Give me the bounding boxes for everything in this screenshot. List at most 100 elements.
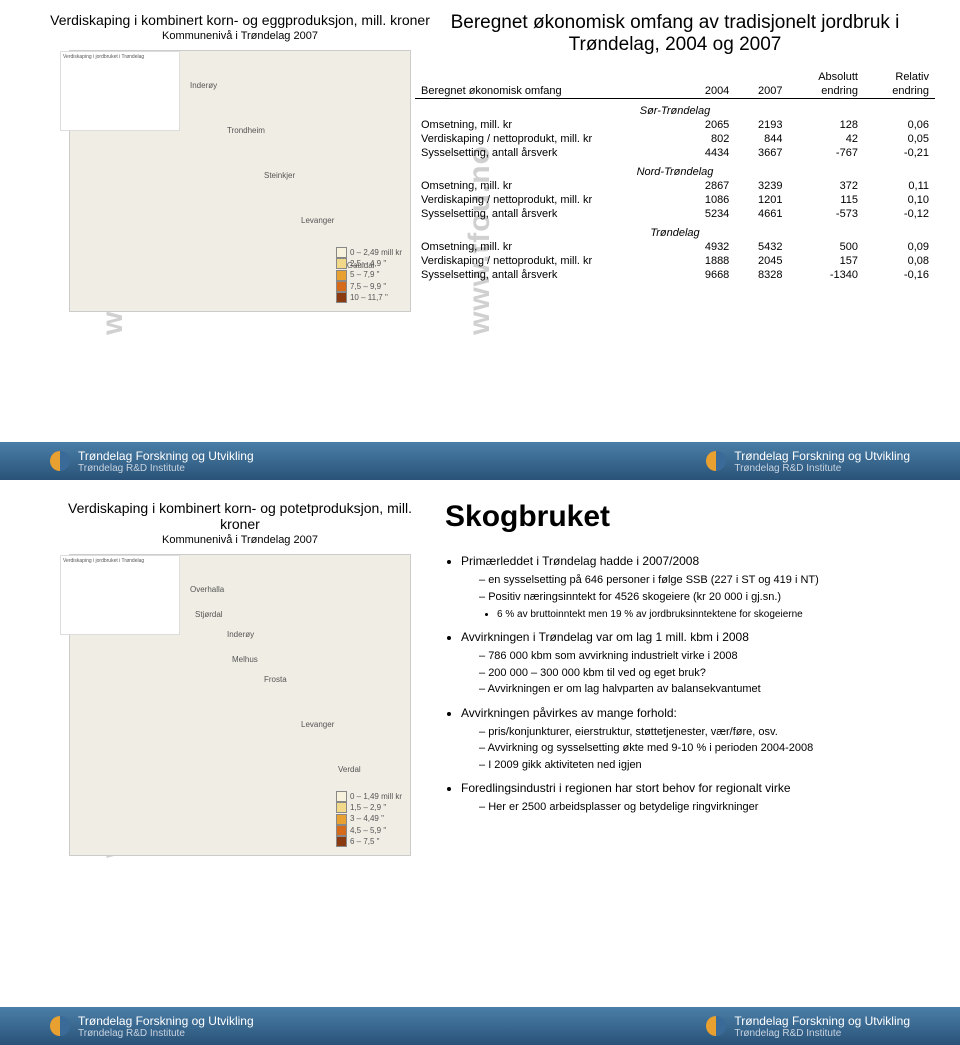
- table-cell: Omsetning, mill. kr: [415, 179, 682, 193]
- legend-item: 7,5 – 9,9 ": [336, 281, 402, 292]
- bullet-text: Foredlingsindustri i regionen har stort …: [461, 781, 791, 795]
- table-cell: 4661: [735, 207, 788, 221]
- legend-item: 10 – 11,7 ": [336, 292, 402, 303]
- table-cell: 802: [682, 132, 735, 146]
- table-row: Verdiskaping / nettoprodukt, mill. kr802…: [415, 132, 935, 146]
- table-header: Absolutt: [789, 70, 864, 84]
- legend-label: 6 – 7,5 ": [350, 836, 380, 847]
- table-cell: 115: [789, 193, 864, 207]
- map-label: Steinkjer: [264, 171, 295, 180]
- sub-bullet: 200 000 – 300 000 kbm til ved og eget br…: [479, 665, 925, 682]
- legend-label: 10 – 11,7 ": [350, 292, 388, 303]
- legend-item: 0 – 2,49 mill kr: [336, 247, 402, 258]
- table-cell: 4932: [682, 240, 735, 254]
- legend-label: 4,5 – 5,9 ": [350, 825, 386, 836]
- table-section: Trøndelag: [415, 221, 935, 240]
- table-cell: 0,11: [864, 179, 935, 193]
- bullet-text: Primærleddet i Trøndelag hadde i 2007/20…: [461, 554, 699, 568]
- sub-bullet: 786 000 kbm som avvirkning industrielt v…: [479, 648, 925, 665]
- slide2-legend: 0 – 1,49 mill kr1,5 – 2,9 "3 – 4,49 "4,5…: [336, 791, 402, 847]
- legend-label: 5 – 7,9 ": [350, 269, 380, 280]
- table-header: [735, 70, 788, 84]
- slide1-footer: Trøndelag Forskning og Utvikling Trøndel…: [0, 442, 960, 480]
- table-row: Omsetning, mill. kr286732393720,11: [415, 179, 935, 193]
- table-cell: 5432: [735, 240, 788, 254]
- legend-swatch: [336, 802, 347, 813]
- map-label: Trondheim: [227, 126, 265, 135]
- slide1-mini-chart: Verdiskaping i jordbruket i Trøndelag: [60, 51, 180, 131]
- table-cell: 0,10: [864, 193, 935, 207]
- map-label: Overhalla: [190, 585, 224, 594]
- legend-swatch: [336, 247, 347, 258]
- footer-org-r2: Trøndelag Forskning og Utvikling: [734, 1014, 910, 1028]
- legend-swatch: [336, 270, 347, 281]
- sub-bullet: Positiv næringsinntekt for 4526 skogeier…: [479, 589, 925, 606]
- table-cell: 1086: [682, 193, 735, 207]
- slide2-right-panel: Skogbruket Primærleddet i Trøndelag hadd…: [445, 500, 925, 822]
- table-cell: 4434: [682, 146, 735, 160]
- table-row: Verdiskaping / nettoprodukt, mill. kr108…: [415, 193, 935, 207]
- map-label: Frosta: [264, 675, 287, 684]
- table-cell: 2045: [735, 254, 788, 268]
- slide1-main-title: Beregnet økonomisk omfang av tradisjonel…: [415, 12, 935, 56]
- table-cell: Verdiskaping / nettoprodukt, mill. kr: [415, 254, 682, 268]
- table-cell: Verdiskaping / nettoprodukt, mill. kr: [415, 132, 682, 146]
- bullet-text: Avvirkningen i Trøndelag var om lag 1 mi…: [461, 630, 749, 644]
- footer-org-sub-r: Trøndelag R&D Institute: [734, 463, 910, 474]
- table-cell: 0,08: [864, 254, 935, 268]
- table-cell: 8328: [735, 268, 788, 282]
- map-label: Inderøy: [190, 81, 217, 90]
- bullet-item: Foredlingsindustri i regionen har stort …: [461, 779, 925, 816]
- sub-bullet: en sysselsetting på 646 personer i følge…: [479, 572, 925, 589]
- map-label: Levanger: [301, 216, 334, 225]
- logo-icon: [50, 1016, 70, 1036]
- slide2-chart-title: Verdiskaping i kombinert korn- og potetp…: [50, 500, 430, 532]
- table-cell: 0,05: [864, 132, 935, 146]
- map-label: Melhus: [232, 655, 258, 664]
- slide2-map: Verdiskaping i jordbruket i Trøndelag Ov…: [69, 554, 411, 856]
- table-cell: 0,06: [864, 118, 935, 132]
- footer-org-2: Trøndelag Forskning og Utvikling: [78, 1014, 254, 1028]
- legend-label: 0 – 1,49 mill kr: [350, 791, 402, 802]
- table-cell: Sysselsetting, antall årsverk: [415, 268, 682, 282]
- legend-swatch: [336, 825, 347, 836]
- table-row: Omsetning, mill. kr206521931280,06: [415, 118, 935, 132]
- legend-item: 1,5 – 2,9 ": [336, 802, 402, 813]
- slide1-right-panel: Beregnet økonomisk omfang av tradisjonel…: [415, 12, 935, 290]
- table-cell: 1201: [735, 193, 788, 207]
- table-header: Relativ: [864, 70, 935, 84]
- bullet-item: Avvirkningen i Trøndelag var om lag 1 mi…: [461, 628, 925, 698]
- legend-swatch: [336, 814, 347, 825]
- table-header: 2007: [735, 84, 788, 99]
- table-row: Omsetning, mill. kr493254325000,09: [415, 240, 935, 254]
- table-cell: 5234: [682, 207, 735, 221]
- table-section: Nord-Trøndelag: [415, 160, 935, 179]
- bullet-text: Avvirkningen påvirkes av mange forhold:: [461, 706, 677, 720]
- legend-swatch: [336, 836, 347, 847]
- table-cell: 500: [789, 240, 864, 254]
- table-cell: 2193: [735, 118, 788, 132]
- table-cell: 372: [789, 179, 864, 193]
- slide1-chart-sub: Kommunenivå i Trøndelag 2007: [50, 30, 430, 42]
- legend-item: 4,5 – 5,9 ": [336, 825, 402, 836]
- legend-label: 3 – 4,49 ": [350, 813, 384, 824]
- logo-icon: [706, 451, 726, 471]
- legend-item: 5 – 7,9 ": [336, 269, 402, 280]
- table-cell: 9668: [682, 268, 735, 282]
- legend-label: 7,5 – 9,9 ": [350, 281, 386, 292]
- table-cell: 3239: [735, 179, 788, 193]
- slide1-chart-title: Verdiskaping i kombinert korn- og eggpro…: [50, 12, 430, 28]
- table-cell: Omsetning, mill. kr: [415, 240, 682, 254]
- legend-label: 0 – 2,49 mill kr: [350, 247, 402, 258]
- table-cell: Verdiskaping / nettoprodukt, mill. kr: [415, 193, 682, 207]
- bullet-item: Avvirkningen påvirkes av mange forhold:p…: [461, 704, 925, 774]
- logo-icon: [50, 451, 70, 471]
- table-row: Sysselsetting, antall årsverk52344661-57…: [415, 207, 935, 221]
- table-cell: Omsetning, mill. kr: [415, 118, 682, 132]
- slide1-map: Verdiskaping i jordbruket i Trøndelag In…: [69, 50, 411, 312]
- footer-org: Trøndelag Forskning og Utvikling: [78, 449, 254, 463]
- legend-label: 1,5 – 2,9 ": [350, 802, 386, 813]
- table-cell: 128: [789, 118, 864, 132]
- legend-swatch: [336, 292, 347, 303]
- sub-bullet: Avvirkningen er om lag halvparten av bal…: [479, 681, 925, 698]
